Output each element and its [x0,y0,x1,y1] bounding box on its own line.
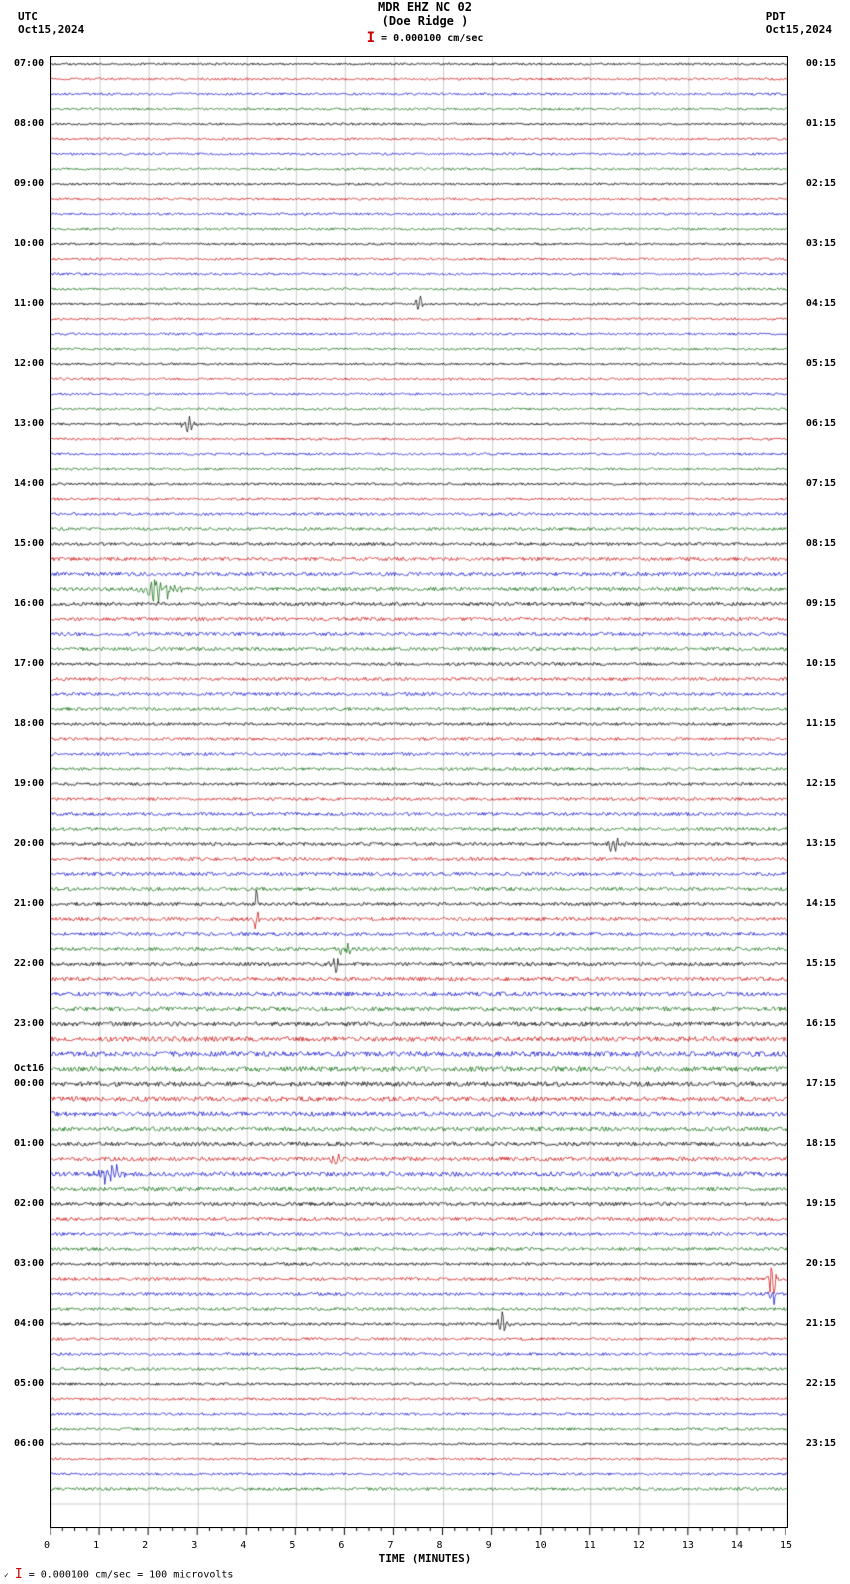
x-tick-label: 3 [191,1540,197,1551]
utc-time-label: 08:00 [14,118,44,129]
pdt-time-label: 01:15 [806,118,836,129]
utc-time-label: 21:00 [14,898,44,909]
header-pdt-block: PDT Oct15,2024 [766,10,832,36]
utc-time-label: 11:00 [14,298,44,309]
pdt-time-label: 02:15 [806,178,836,189]
x-tick-label: 5 [289,1540,295,1551]
x-tick-label: 13 [682,1540,694,1551]
pdt-time-label: 20:15 [806,1258,836,1269]
pdt-time-label: 07:15 [806,478,836,489]
pdt-time-label: 17:15 [806,1078,836,1089]
x-tick-label: 6 [338,1540,344,1551]
footer-scale-bar-icon: I [15,1567,23,1582]
pdt-time-label: 13:15 [806,838,836,849]
pdt-tz-label: PDT [766,10,832,23]
utc-time-label: 06:00 [14,1438,44,1449]
x-tick-label: 14 [731,1540,743,1551]
x-tick-label: 15 [780,1540,792,1551]
utc-time-label: 09:00 [14,178,44,189]
utc-time-label: 12:00 [14,358,44,369]
pdt-time-label: 08:15 [806,538,836,549]
utc-time-label: 05:00 [14,1378,44,1389]
utc-time-label: 00:00 [14,1078,44,1089]
pdt-time-label: 21:15 [806,1318,836,1329]
pdt-time-label: 12:15 [806,778,836,789]
pdt-time-label: 03:15 [806,238,836,249]
utc-time-label: 04:00 [14,1318,44,1329]
station-title: MDR EHZ NC 02 [0,0,850,14]
scale-info: I = 0.000100 cm/sec [0,30,850,46]
x-tick-label: 2 [142,1540,148,1551]
pdt-time-label: 19:15 [806,1198,836,1209]
pdt-time-label: 11:15 [806,718,836,729]
utc-time-label: 13:00 [14,418,44,429]
scale-bar-icon: I [367,30,375,46]
seismogram-container: UTC Oct15,2024 MDR EHZ NC 02 (Doe Ridge … [0,0,850,1584]
pdt-time-label: 04:15 [806,298,836,309]
utc-time-label: 20:00 [14,838,44,849]
pdt-time-label: 10:15 [806,658,836,669]
x-tick-label: 8 [437,1540,443,1551]
utc-time-label: 19:00 [14,778,44,789]
pdt-time-label: 14:15 [806,898,836,909]
utc-time-label: 10:00 [14,238,44,249]
x-axis-ticks [50,1527,786,1541]
scale-text: = 0.000100 cm/sec [381,33,483,44]
footer-mark: ✓ [4,1571,9,1580]
header-center: MDR EHZ NC 02 (Doe Ridge ) I = 0.000100 … [0,0,850,46]
pdt-time-label: 15:15 [806,958,836,969]
pdt-time-label: 18:15 [806,1138,836,1149]
utc-time-label: 14:00 [14,478,44,489]
utc-time-label: 23:00 [14,1018,44,1029]
pdt-time-label: 06:15 [806,418,836,429]
location-title: (Doe Ridge ) [0,14,850,28]
pdt-time-label: 09:15 [806,598,836,609]
plot-area [50,56,788,1528]
x-tick-label: 0 [44,1540,50,1551]
x-tick-label: 11 [584,1540,596,1551]
footer-text: = 0.000100 cm/sec = 100 microvolts [29,1570,234,1581]
x-axis-title: TIME (MINUTES) [0,1552,850,1565]
pdt-time-label: 23:15 [806,1438,836,1449]
header: UTC Oct15,2024 MDR EHZ NC 02 (Doe Ridge … [0,0,850,50]
utc-time-label: 07:00 [14,58,44,69]
pdt-date-label: Oct15,2024 [766,23,832,36]
utc-tz-label: UTC [18,10,84,23]
header-utc-block: UTC Oct15,2024 [18,10,84,36]
seismogram-canvas [51,57,787,1527]
utc-time-label: 17:00 [14,658,44,669]
utc-time-label: 22:00 [14,958,44,969]
pdt-time-label: 00:15 [806,58,836,69]
utc-time-label: 16:00 [14,598,44,609]
utc-time-label: 03:00 [14,1258,44,1269]
pdt-time-label: 16:15 [806,1018,836,1029]
footer: ✓ I = 0.000100 cm/sec = 100 microvolts [4,1567,233,1582]
date-change-label: Oct16 [14,1063,44,1074]
x-tick-label: 12 [633,1540,645,1551]
pdt-time-label: 05:15 [806,358,836,369]
utc-time-label: 01:00 [14,1138,44,1149]
x-tick-label: 7 [387,1540,393,1551]
x-tick-label: 1 [93,1540,99,1551]
utc-date-label: Oct15,2024 [18,23,84,36]
utc-time-label: 15:00 [14,538,44,549]
x-tick-label: 4 [240,1540,246,1551]
utc-time-label: 18:00 [14,718,44,729]
pdt-time-label: 22:15 [806,1378,836,1389]
x-tick-label: 10 [535,1540,547,1551]
x-tick-label: 9 [486,1540,492,1551]
utc-time-label: 02:00 [14,1198,44,1209]
